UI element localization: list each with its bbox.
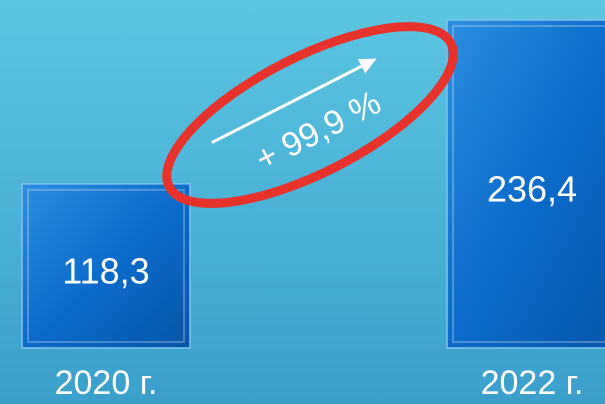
x-tick-label: 2020 г. [55,364,158,402]
x-tick-label: 2022 г. [481,364,584,402]
value-label: 118,3 [62,250,149,291]
highlight-ellipse [162,22,458,208]
bar [446,19,605,349]
arrow-line [211,61,369,144]
arrow-head [357,58,377,74]
bar-bevel [27,188,185,343]
bars: 118,3 2020 г. 236,4 2022 г. [21,19,605,402]
bar-bevel [452,25,605,343]
value-label: 236,4 [487,169,577,210]
bar [21,183,191,349]
